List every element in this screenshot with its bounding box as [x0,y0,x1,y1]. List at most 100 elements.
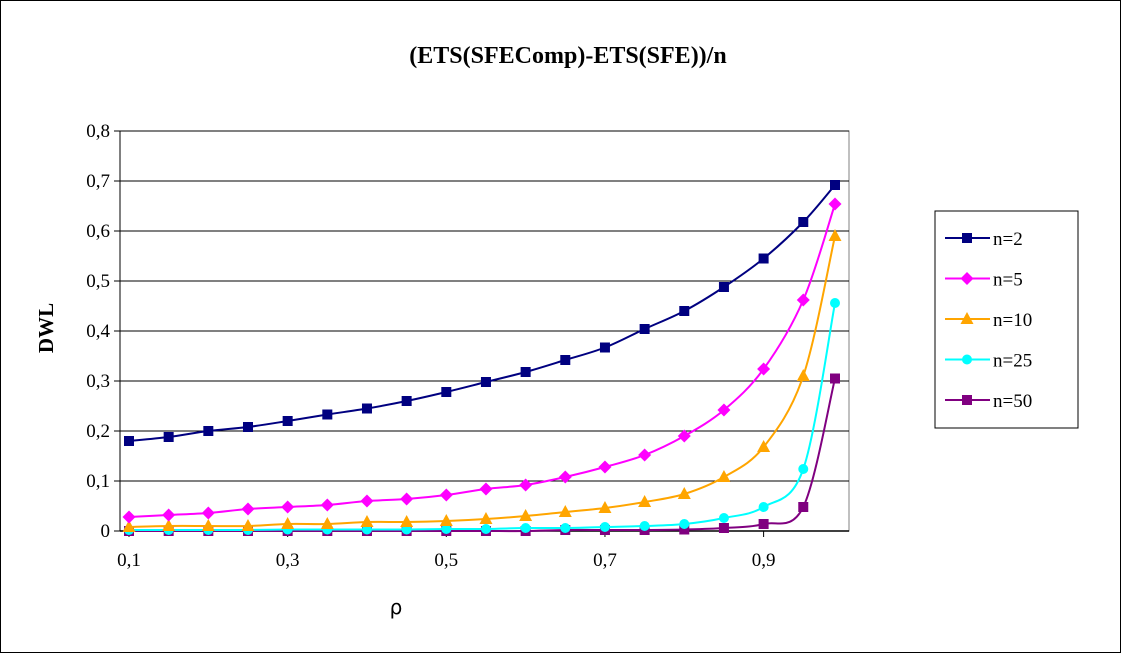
data-point-n=5 [201,506,215,520]
data-point-n=10 [400,515,414,527]
data-point-n=10 [122,520,136,532]
legend-marker [962,354,972,365]
data-point-n=2 [441,387,452,397]
data-point-n=5 [400,492,414,506]
data-point-n=2 [480,377,491,387]
y-tick-label: 0,8 [86,121,110,142]
data-point-n=5 [558,470,572,484]
data-point-n=2 [361,403,372,414]
data-point-n=2 [639,324,650,334]
data-point-n=10 [828,229,842,241]
data-point-n=25 [830,298,840,308]
y-tick-label: 0,2 [86,421,110,442]
data-point-n=10 [796,369,810,381]
series-line-n=50 [128,378,836,533]
data-point-n=5 [320,498,334,512]
series-line-n=2 [128,184,836,442]
data-point-n=25 [798,464,809,474]
data-point-n=5 [281,500,295,514]
data-point-n=5 [439,488,453,502]
y-tick-label: 0,4 [86,321,110,342]
data-point-n=5 [717,403,731,417]
data-point-n=10 [519,509,533,521]
data-point-n=2 [560,355,571,365]
data-point-n=2 [718,282,729,292]
data-point-n=2 [282,416,293,426]
data-point-n=5 [757,362,771,376]
y-tick-label: 0,7 [86,171,110,192]
data-point-n=5 [638,448,652,462]
data-point-n=10 [479,512,493,524]
data-point-n=50 [679,524,690,535]
data-point-n=5 [677,429,691,443]
y-tick-label: 0,1 [86,471,110,492]
data-point-n=25 [599,522,610,532]
data-point-n=2 [203,426,214,436]
legend-label: n=50 [993,391,1032,412]
data-point-n=25 [441,524,452,534]
legend-marker [960,272,974,285]
data-point-n=2 [401,396,412,406]
data-point-n=5 [360,494,374,508]
chart-title: (ETS(SFEComp)-ETS(SFE))/n [409,43,726,69]
data-point-n=10 [162,519,176,531]
data-point-n=10 [558,505,572,517]
data-point-n=10 [320,517,334,529]
data-point-n=5 [796,293,810,307]
data-point-n=10 [241,519,255,531]
series-line-n=5 [128,203,836,518]
data-point-n=10 [598,501,612,513]
data-point-n=10 [677,487,691,499]
data-point-n=5 [162,508,176,522]
data-point-n=2 [758,253,769,264]
x-axis-title: ρ [390,595,403,619]
data-point-n=2 [520,367,531,377]
data-point-n=10 [757,440,771,452]
y-tick-label: 0 [101,521,111,542]
data-point-n=10 [638,495,652,507]
data-point-n=2 [798,217,809,227]
legend-label: n=5 [993,270,1023,291]
legend-label: n=10 [993,310,1032,331]
data-point-n=5 [122,510,136,524]
data-point-n=10 [201,519,215,531]
data-point-n=10 [281,517,295,529]
x-tick-label: 0,1 [117,550,141,571]
x-tick-label: 0,7 [593,550,617,571]
data-point-n=25 [520,523,531,533]
legend-label: n=2 [993,229,1023,250]
x-tick-label: 0,9 [752,550,776,571]
data-point-n=5 [598,460,612,474]
series-line-n=25 [129,302,836,532]
data-point-n=50 [798,502,809,512]
data-point-n=5 [519,478,533,492]
data-point-n=5 [479,482,493,496]
legend-marker [962,395,972,405]
data-point-n=25 [560,523,571,533]
y-tick-label: 0,5 [86,271,110,292]
data-point-n=2 [124,436,134,446]
data-point-n=50 [718,523,729,533]
legend-marker [960,312,974,324]
data-point-n=2 [599,342,610,353]
legend: n=2 n=5 n=10 n=25 n=50 [934,210,1079,429]
data-point-n=2 [163,432,174,442]
x-tick-label: 0,3 [276,550,300,571]
y-tick-label: 0,3 [86,371,110,392]
y-tick-label: 0,6 [86,221,110,242]
data-point-n=10 [360,515,374,527]
data-point-n=50 [830,373,840,384]
data-point-n=5 [241,502,255,516]
data-point-n=10 [717,470,731,482]
data-point-n=25 [639,521,650,531]
y-axis-title: DWL [34,303,58,353]
data-point-n=2 [322,409,333,420]
data-point-n=25 [480,524,491,534]
legend-label: n=25 [993,351,1032,372]
legend-marker [962,233,972,243]
data-point-n=10 [439,514,453,526]
data-point-n=5 [828,197,842,211]
data-point-n=2 [242,422,253,432]
